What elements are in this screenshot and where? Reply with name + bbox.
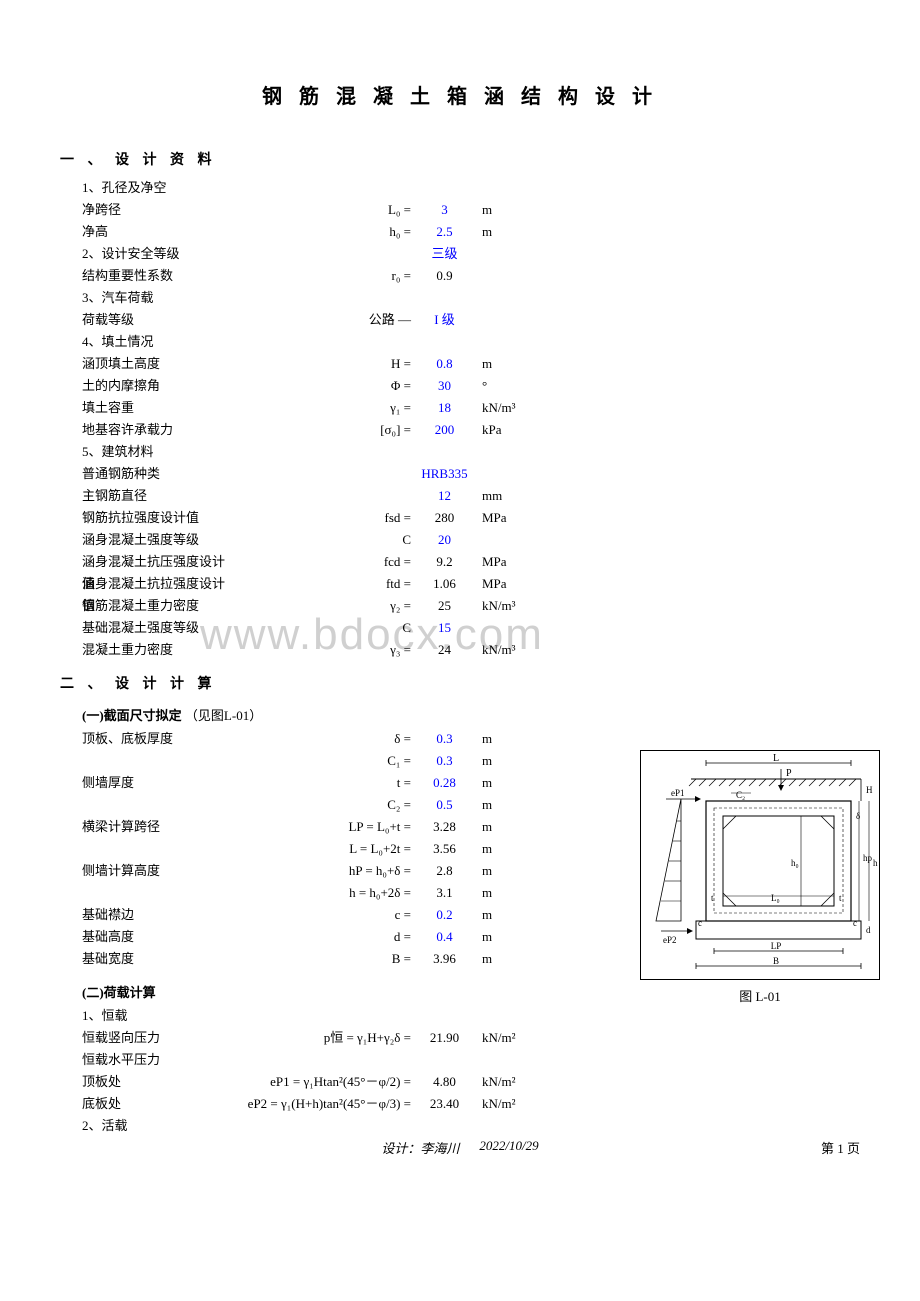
subsection-header: (二)荷载计算 xyxy=(82,982,860,1001)
data-row: 基础宽度 B = 3.96 m xyxy=(82,948,860,970)
section1-header: 一 、 设 计 资 料 xyxy=(60,149,860,169)
data-row: 涵身混凝土抗压强度设计值 fcd = 9.2 MPa xyxy=(82,551,860,573)
data-row: 钢筋抗拉强度设计值 fsd = 280 MPa xyxy=(82,507,860,529)
data-row: 填土容重 γ₁ = 18 kN/m³ xyxy=(82,397,860,419)
data-row: 底板处 eP2 = γ₁(H+h)tan²(45°－φ/3) = 23.40 k… xyxy=(82,1093,860,1115)
group-title: 3、汽车荷载 xyxy=(82,287,860,309)
data-row: 侧墙计算高度 hP = h₀+δ = 2.8 m xyxy=(82,860,860,882)
data-row: 涵身混凝土抗拉强度设计值 ftd = 1.06 MPa xyxy=(82,573,860,595)
data-row: 净跨径 L₀ = 3 m xyxy=(82,199,860,221)
group-title: 1、孔径及净空 xyxy=(82,177,860,199)
row-value: 3 xyxy=(417,199,472,221)
data-row: 恒载水平压力 xyxy=(82,1049,860,1071)
subsection-header: (一)截面尺寸拟定 （见图L-01） xyxy=(82,705,860,724)
footer: 设计：李海川 2022/10/29 xyxy=(0,1138,920,1157)
row-label: 净跨径 xyxy=(82,199,237,221)
data-row: 顶板处 eP1 = γ₁Htan²(45°－φ/2) = 4.80 kN/m² xyxy=(82,1071,860,1093)
data-row: 荷载等级 公路 — I 级 xyxy=(82,309,860,331)
group-title: 2、活载 xyxy=(82,1115,860,1137)
svg-text:d: d xyxy=(866,925,871,935)
data-row: 涵身混凝土强度等级 C 20 xyxy=(82,529,860,551)
footer-date: 2022/10/29 xyxy=(479,1138,538,1157)
data-row: 侧墙厚度 t = 0.28 m xyxy=(82,772,860,794)
data-row: 基础混凝土强度等级 C 15 xyxy=(82,617,860,639)
data-row: 基础高度 d = 0.4 m xyxy=(82,926,860,948)
data-row: 土的内摩擦角 Φ = 30 ° xyxy=(82,375,860,397)
data-row: L = L₀+2t = 3.56 m xyxy=(82,838,860,860)
row-formula: L₀ = xyxy=(237,199,417,221)
data-row: C₂ = 0.5 m xyxy=(82,794,860,816)
data-row: h = h₀+2δ = 3.1 m xyxy=(82,882,860,904)
data-row: 净高 h₀ = 2.5 m xyxy=(82,221,860,243)
group-title: 4、填土情况 xyxy=(82,331,860,353)
data-row: C₁ = 0.3 m xyxy=(82,750,860,772)
data-row: 横梁计算跨径 LP = L₀+t = 3.28 m xyxy=(82,816,860,838)
svg-text:hp: hp xyxy=(863,853,873,863)
group-title: 5、建筑材料 xyxy=(82,441,860,463)
section2-header: 二 、 设 计 计 算 xyxy=(60,673,860,693)
data-row: 钢筋混凝土重力密度 γ₂ = 25 kN/m³ xyxy=(82,595,860,617)
data-row: 普通钢筋种类 HRB335 xyxy=(82,463,860,485)
data-row: 结构重要性系数 r₀ = 0.9 xyxy=(82,265,860,287)
data-row: 主钢筋直径 12 mm xyxy=(82,485,860,507)
svg-text:h: h xyxy=(873,858,878,868)
data-row: 地基容许承载力 [σ₀] = 200 kPa xyxy=(82,419,860,441)
document-title: 钢 筋 混 凝 土 箱 涵 结 构 设 计 xyxy=(60,80,860,109)
row-unit: m xyxy=(472,199,532,221)
data-row: 恒载竖向压力 p恒 = γ₁H+γ₂δ = 21.90 kN/m² xyxy=(82,1027,860,1049)
data-row: 顶板、底板厚度 δ = 0.3 m xyxy=(82,728,860,750)
svg-text:H: H xyxy=(866,785,873,795)
group-title: 1、恒载 xyxy=(82,1005,860,1027)
page-number: 第 1 页 xyxy=(821,1138,860,1157)
data-row: 基础襟边 c = 0.2 m xyxy=(82,904,860,926)
data-row: 涵顶填土高度 H = 0.8 m xyxy=(82,353,860,375)
footer-designer: 设计：李海川 xyxy=(381,1138,459,1157)
data-row: 2、设计安全等级 三级 xyxy=(82,243,860,265)
data-row: 混凝土重力密度 γ₃ = 24 kN/m³ xyxy=(82,639,860,661)
